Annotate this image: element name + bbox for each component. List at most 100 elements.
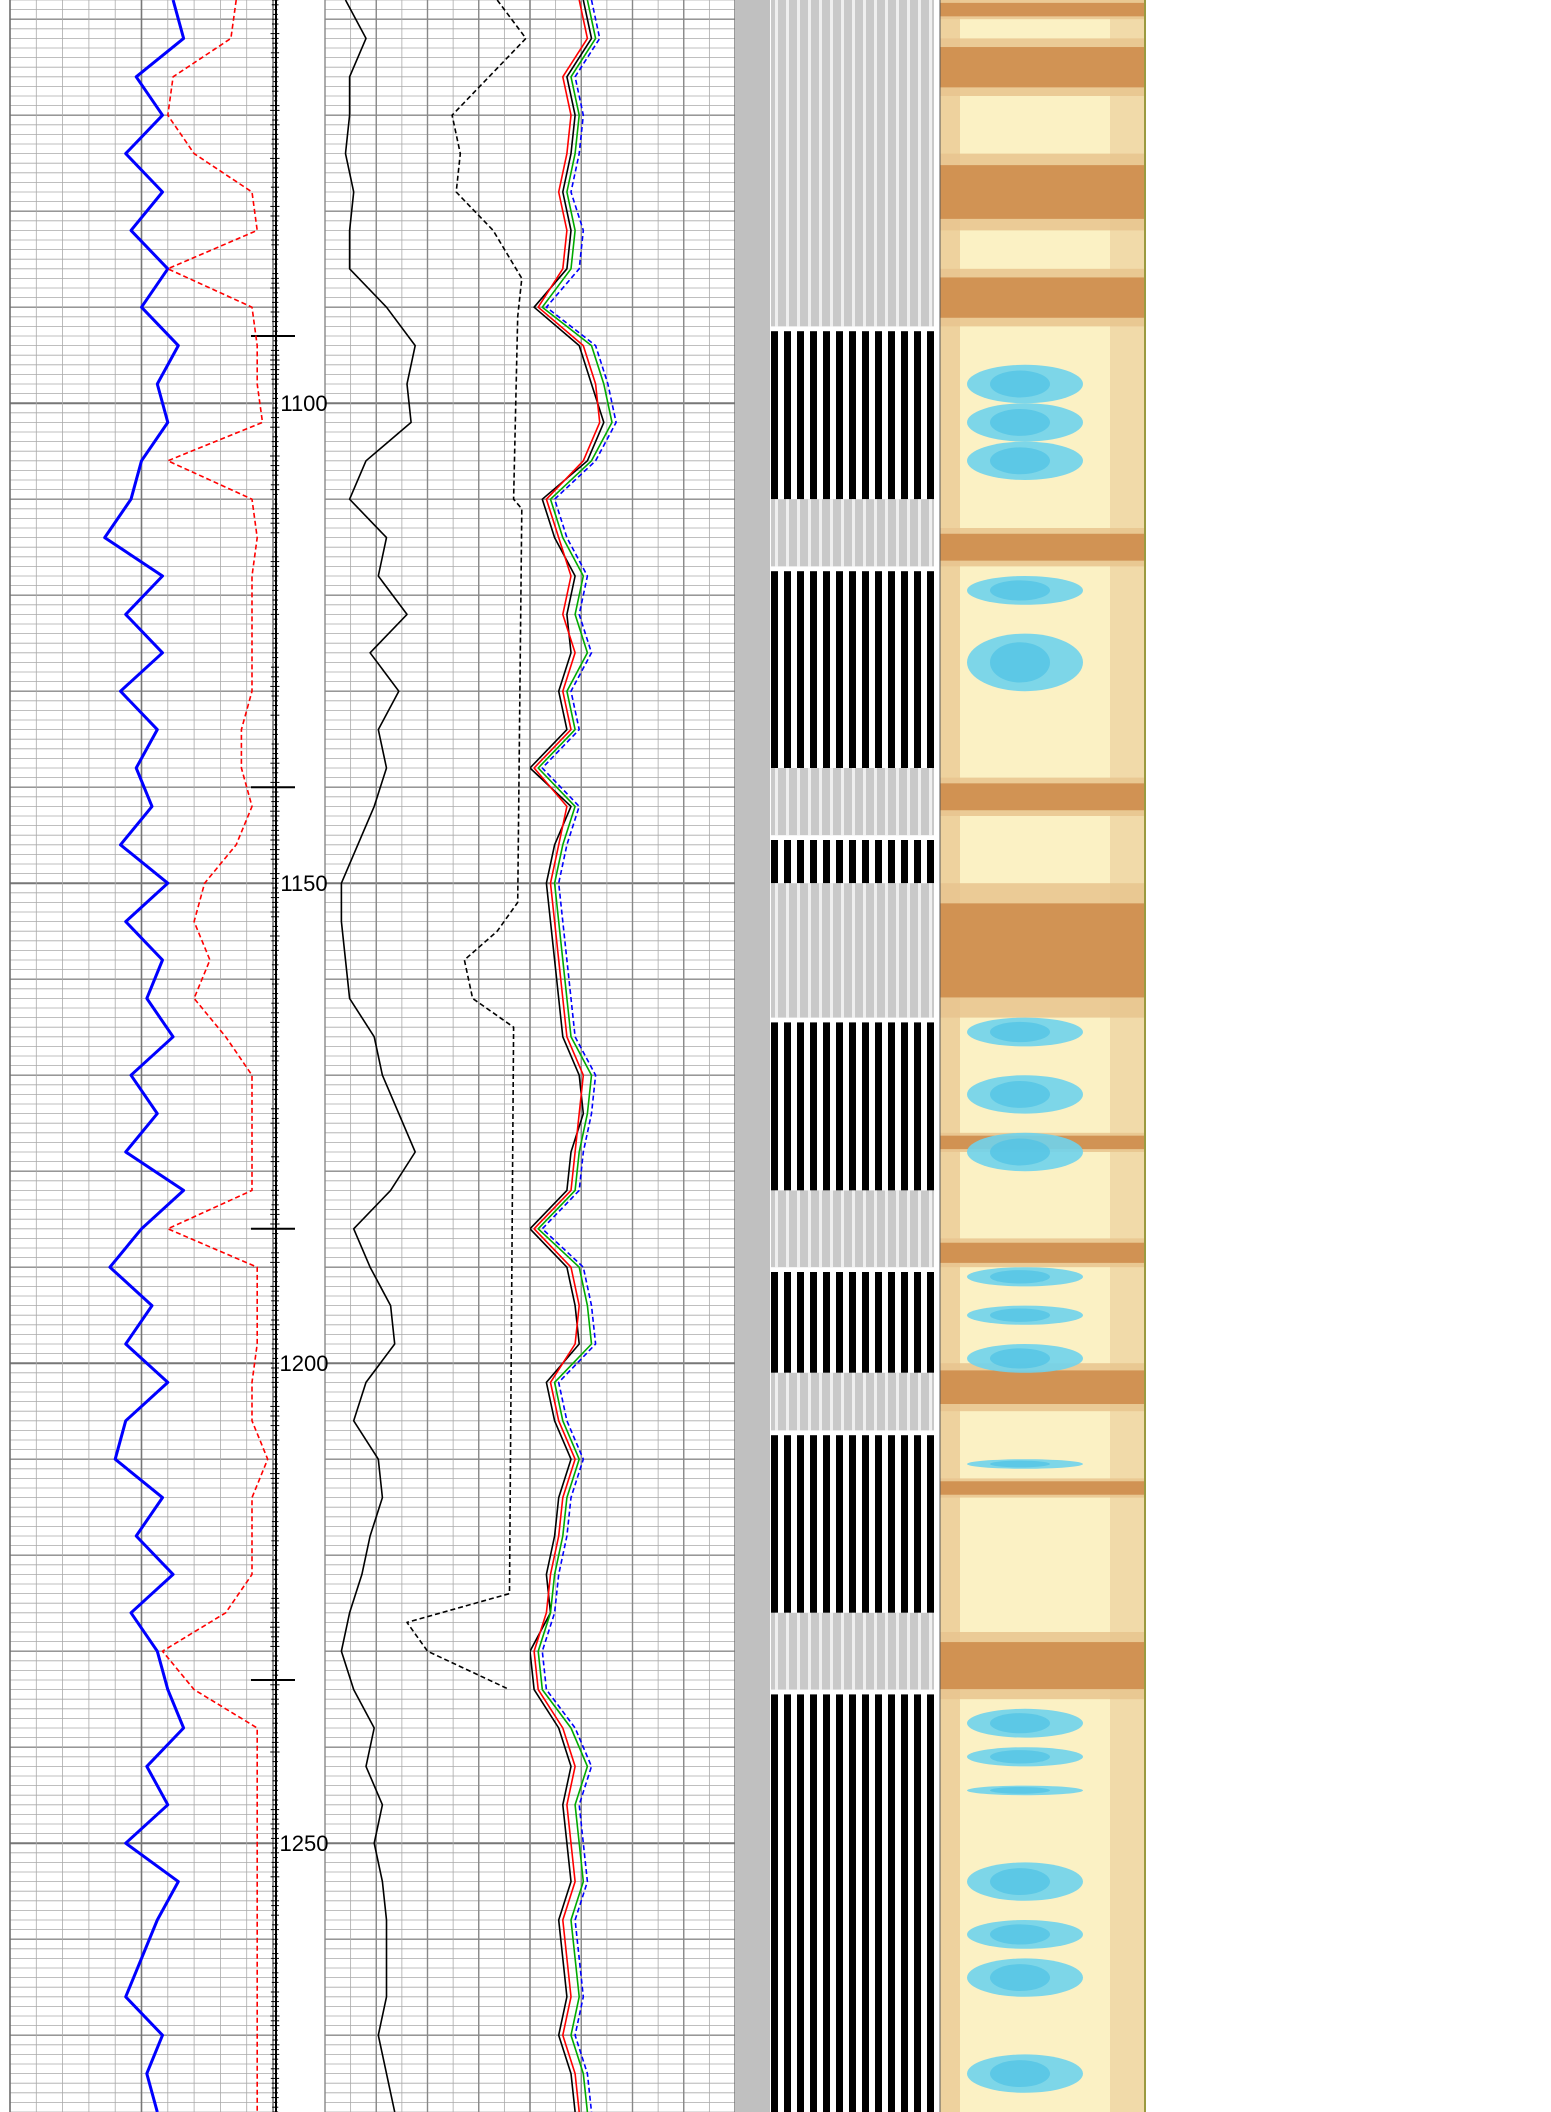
waveform-texture <box>863 1372 866 1431</box>
waveform-texture <box>775 499 778 567</box>
waveform-texture <box>896 768 899 836</box>
waveform-stripe <box>849 840 856 884</box>
image-band-dark <box>940 903 1145 998</box>
waveform-texture <box>929 1612 932 1690</box>
waveform-texture <box>808 1612 811 1690</box>
waveform-texture <box>819 1190 822 1268</box>
waveform-texture <box>918 499 921 567</box>
waveform-stripe <box>771 1272 778 1373</box>
waveform-stripe <box>875 1694 882 2112</box>
image-spot-core <box>990 408 1050 436</box>
waveform-stripe <box>914 1435 921 1613</box>
waveform-stripe <box>784 1272 791 1373</box>
waveform-stripe <box>797 571 804 768</box>
waveform-stripe <box>771 1694 778 2112</box>
waveform-texture <box>786 768 789 836</box>
waveform-texture <box>918 883 921 1018</box>
image-spot-core <box>990 1021 1050 1043</box>
waveform-stripe <box>888 840 895 884</box>
waveform-stripe <box>771 840 778 884</box>
waveform-texture <box>863 883 866 1018</box>
image-spot-core <box>990 1713 1050 1734</box>
image-band-dark <box>940 47 1145 88</box>
waveform-texture <box>907 768 910 836</box>
waveform-texture <box>929 499 932 567</box>
waveform-stripe <box>849 331 856 500</box>
waveform-stripe <box>810 1435 817 1613</box>
waveform-texture <box>830 768 833 836</box>
waveform-stripe <box>927 1694 934 2112</box>
waveform-stripe <box>849 1435 856 1613</box>
waveform-stripe <box>914 840 921 884</box>
waveform-texture <box>808 883 811 1018</box>
waveform-stripe <box>862 1694 869 2112</box>
image-spot-core <box>990 1138 1050 1166</box>
waveform-texture <box>841 768 844 836</box>
waveform-stripe <box>914 571 921 768</box>
waveform-texture <box>841 1372 844 1431</box>
depth-tick-label: 1150 <box>280 871 327 896</box>
waveform-stripe <box>849 1272 856 1373</box>
curve-track-3-0 <box>530 0 605 2112</box>
waveform-texture <box>929 1372 932 1431</box>
image-spot-core <box>990 1270 1050 1284</box>
image-spot-core <box>990 1080 1050 1108</box>
waveform-stripe <box>914 331 921 500</box>
waveform-texture <box>907 883 910 1018</box>
waveform-stripe <box>862 571 869 768</box>
waveform-stripe <box>888 331 895 500</box>
waveform-stripe <box>797 1022 804 1191</box>
waveform-texture <box>863 499 866 567</box>
waveform-texture <box>786 1190 789 1268</box>
image-band-dark <box>940 165 1145 219</box>
waveform-stripe <box>784 571 791 768</box>
waveform-stripe <box>927 571 934 768</box>
waveform-stripe <box>823 571 830 768</box>
image-spot-core <box>990 1750 1050 1764</box>
waveform-stripe <box>849 1022 856 1191</box>
waveform-stripe <box>862 840 869 884</box>
waveform-texture <box>885 768 888 836</box>
waveform-stripe <box>849 571 856 768</box>
waveform-texture <box>896 1372 899 1431</box>
waveform-stripe <box>836 1272 843 1373</box>
waveform-stripe <box>901 1694 908 2112</box>
waveform-stripe <box>823 1022 830 1191</box>
waveform-texture <box>929 0 932 327</box>
waveform-stripe <box>836 1022 843 1191</box>
waveform-texture <box>852 1612 855 1690</box>
waveform-stripe <box>784 331 791 500</box>
waveform-texture <box>852 883 855 1018</box>
waveform-texture <box>830 0 833 327</box>
waveform-texture <box>874 0 877 327</box>
waveform-texture <box>907 1372 910 1431</box>
waveform-texture <box>775 0 778 327</box>
waveform-stripe <box>927 331 934 500</box>
waveform-stripe <box>901 1435 908 1613</box>
waveform-texture <box>863 1190 866 1268</box>
waveform-texture <box>863 768 866 836</box>
waveform-texture <box>852 1190 855 1268</box>
image-band-dark <box>940 1642 1145 1690</box>
waveform-stripe <box>823 840 830 884</box>
waveform-stripe <box>914 1694 921 2112</box>
waveform-stripe <box>914 1022 921 1191</box>
waveform-stripe <box>784 1435 791 1613</box>
waveform-stripe <box>888 571 895 768</box>
waveform-texture <box>874 768 877 836</box>
waveform-stripe <box>823 1435 830 1613</box>
waveform-stripe <box>927 840 934 884</box>
curve-track-1-0 <box>103 0 186 2112</box>
waveform-texture <box>775 1190 778 1268</box>
waveform-texture <box>929 1190 932 1268</box>
curve-track-3-3 <box>541 0 617 2112</box>
image-spot-core <box>990 1308 1050 1322</box>
waveform-stripe <box>836 840 843 884</box>
waveform-texture <box>841 883 844 1018</box>
image-band-dark <box>940 1370 1145 1404</box>
waveform-stripe <box>875 571 882 768</box>
image-track <box>939 0 1146 2112</box>
waveform-texture <box>852 768 855 836</box>
waveform-texture <box>885 499 888 567</box>
